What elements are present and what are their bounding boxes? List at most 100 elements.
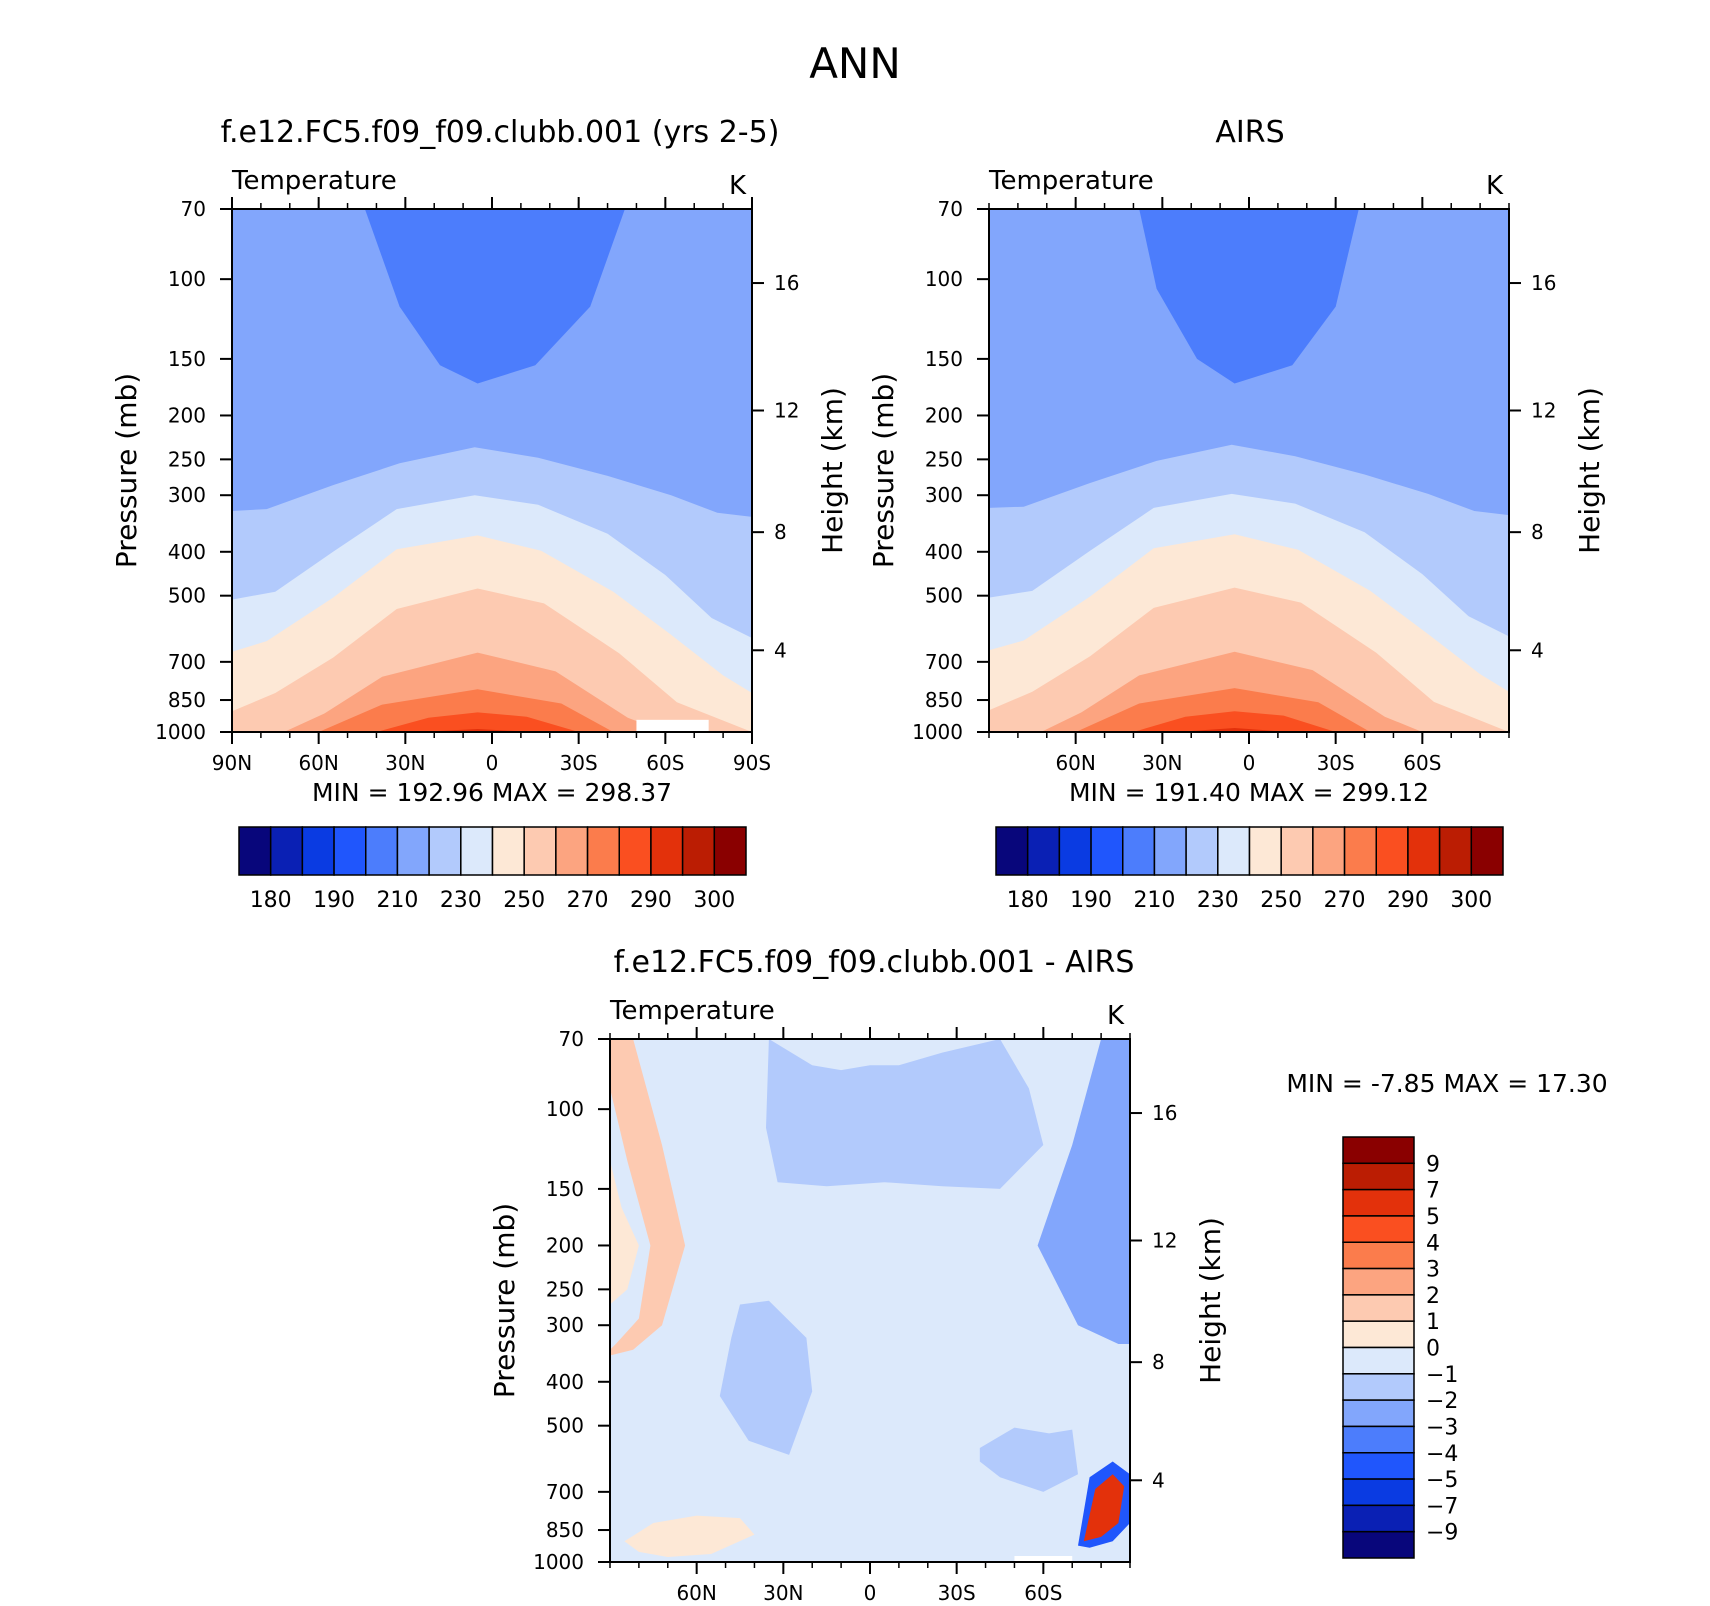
height-tick-label: 4: [1152, 1468, 1165, 1492]
colorbar-label: 300: [693, 888, 735, 913]
x-tick-label: 60N: [1055, 751, 1095, 775]
colorbar-box: [995, 826, 1029, 876]
panel-title: AIRS: [1215, 115, 1284, 150]
height-tick-label: 8: [774, 520, 787, 544]
y-tick-label: 200: [546, 1233, 584, 1257]
x-tick-label: 0: [486, 751, 499, 775]
figure-title: ANN: [809, 39, 901, 88]
missing-data-patch: [636, 719, 709, 732]
colorbar-label: −9: [1426, 1521, 1458, 1546]
y-tick-label: 1000: [912, 720, 963, 744]
x-tick-label: 90S: [733, 751, 771, 775]
y-tick-label: 150: [925, 347, 963, 371]
colorbar-label: −7: [1426, 1494, 1458, 1519]
colorbar-label: 4: [1426, 1231, 1440, 1256]
x-tick-label: 0: [864, 1581, 877, 1605]
panel-unit-label: K: [1107, 1001, 1125, 1031]
colorbar-box: [1375, 826, 1409, 876]
colorbar-box: [428, 826, 462, 876]
contour-band: [1083, 1474, 1125, 1542]
colorbar-box: [269, 826, 304, 876]
colorbar-box: [1342, 1399, 1415, 1428]
panel-variable-label: Temperature: [988, 166, 1154, 196]
colorbar-box: [618, 826, 652, 876]
x-tick-label: 60N: [298, 751, 338, 775]
y-tick-label: 100: [168, 267, 206, 291]
missing-data-patch: [1014, 1556, 1073, 1562]
colorbar-box: [365, 826, 399, 876]
contour-band: [1139, 209, 1359, 384]
colorbar-box: [1470, 826, 1504, 876]
colorbar-box: [1342, 1452, 1415, 1480]
x-tick-label: 30N: [1142, 751, 1182, 775]
min-max-label: MIN = -7.85 MAX = 17.30: [1286, 1069, 1607, 1098]
panel-diff: 7010015020025030040050070085010001612846…: [488, 945, 1608, 1605]
y-tick-label: 700: [168, 650, 206, 674]
colorbar-box: [1342, 1320, 1415, 1349]
x-tick-label: 60N: [676, 1581, 716, 1605]
colorbar-label: −3: [1426, 1415, 1458, 1440]
colorbar-box: [650, 826, 684, 876]
min-max-label: MIN = 192.96 MAX = 298.37: [312, 778, 672, 807]
colorbar-box: [1342, 1188, 1415, 1217]
y-axis-label: Pressure (mb): [110, 373, 143, 568]
y-tick-label: 500: [168, 584, 206, 608]
colorbar-label: 210: [1133, 888, 1175, 913]
colorbar: 180 190 210 230 250 270 290 300: [238, 826, 747, 913]
y-axis-right-label: Height (km): [816, 387, 849, 554]
colorbar-label: 190: [1070, 888, 1112, 913]
height-tick-label: 8: [1531, 520, 1544, 544]
colorbar-label: 300: [1450, 888, 1492, 913]
y-tick-label: 500: [925, 584, 963, 608]
colorbar-box: [586, 826, 620, 876]
contour-band: [766, 1039, 1044, 1189]
colorbar-label: 250: [503, 888, 545, 913]
min-max-label: MIN = 191.40 MAX = 299.12: [1069, 778, 1429, 807]
height-tick-label: 16: [774, 271, 799, 295]
colorbar-box: [1342, 1294, 1415, 1322]
y-axis-right-label: Height (km): [1194, 1217, 1227, 1384]
colorbar-label: 0: [1426, 1337, 1440, 1362]
y-tick-label: 70: [938, 197, 963, 221]
contour-band: [624, 1515, 755, 1557]
colorbar-label: −4: [1426, 1442, 1458, 1467]
y-tick-label: 400: [546, 1370, 584, 1394]
y-tick-label: 150: [168, 347, 206, 371]
panel-variable-label: Temperature: [231, 166, 397, 196]
y-tick-label: 200: [168, 403, 206, 427]
colorbar-label: 230: [440, 888, 482, 913]
panel-unit-label: K: [729, 171, 747, 201]
colorbar-box: [1153, 826, 1187, 876]
colorbar-box: [1342, 1162, 1415, 1191]
y-tick-label: 400: [925, 540, 963, 564]
colorbar-box: [1026, 826, 1061, 876]
y-axis-label: Pressure (mb): [867, 373, 900, 568]
colorbar-label: −2: [1426, 1389, 1458, 1414]
x-tick-label: 30S: [560, 751, 598, 775]
y-tick-label: 250: [925, 447, 963, 471]
y-tick-label: 70: [181, 197, 206, 221]
contour-band: [1072, 1039, 1130, 1298]
colorbar-label: 210: [376, 888, 418, 913]
height-tick-label: 8: [1152, 1350, 1165, 1374]
colorbar-box: [1312, 826, 1346, 876]
colorbar-label: 7: [1426, 1179, 1440, 1204]
y-tick-label: 100: [925, 267, 963, 291]
height-tick-label: 12: [774, 398, 799, 422]
x-tick-label: 0: [1243, 751, 1256, 775]
colorbar-box: [1185, 826, 1219, 876]
x-tick-label: 30N: [763, 1581, 803, 1605]
x-tick-label: 60S: [646, 751, 684, 775]
colorbar-box: [1342, 1478, 1415, 1507]
contour-band: [979, 1427, 1078, 1492]
colorbar-box: [713, 826, 747, 876]
y-tick-label: 200: [925, 403, 963, 427]
panel-title: f.e12.FC5.f09_f09.clubb.001 - AIRS: [614, 945, 1135, 980]
panel-variable-label: Temperature: [609, 996, 775, 1026]
colorbar-box: [1342, 1530, 1415, 1559]
colorbar-label: 250: [1260, 888, 1302, 913]
colorbar-box: [1090, 826, 1124, 876]
y-tick-label: 150: [546, 1177, 584, 1201]
